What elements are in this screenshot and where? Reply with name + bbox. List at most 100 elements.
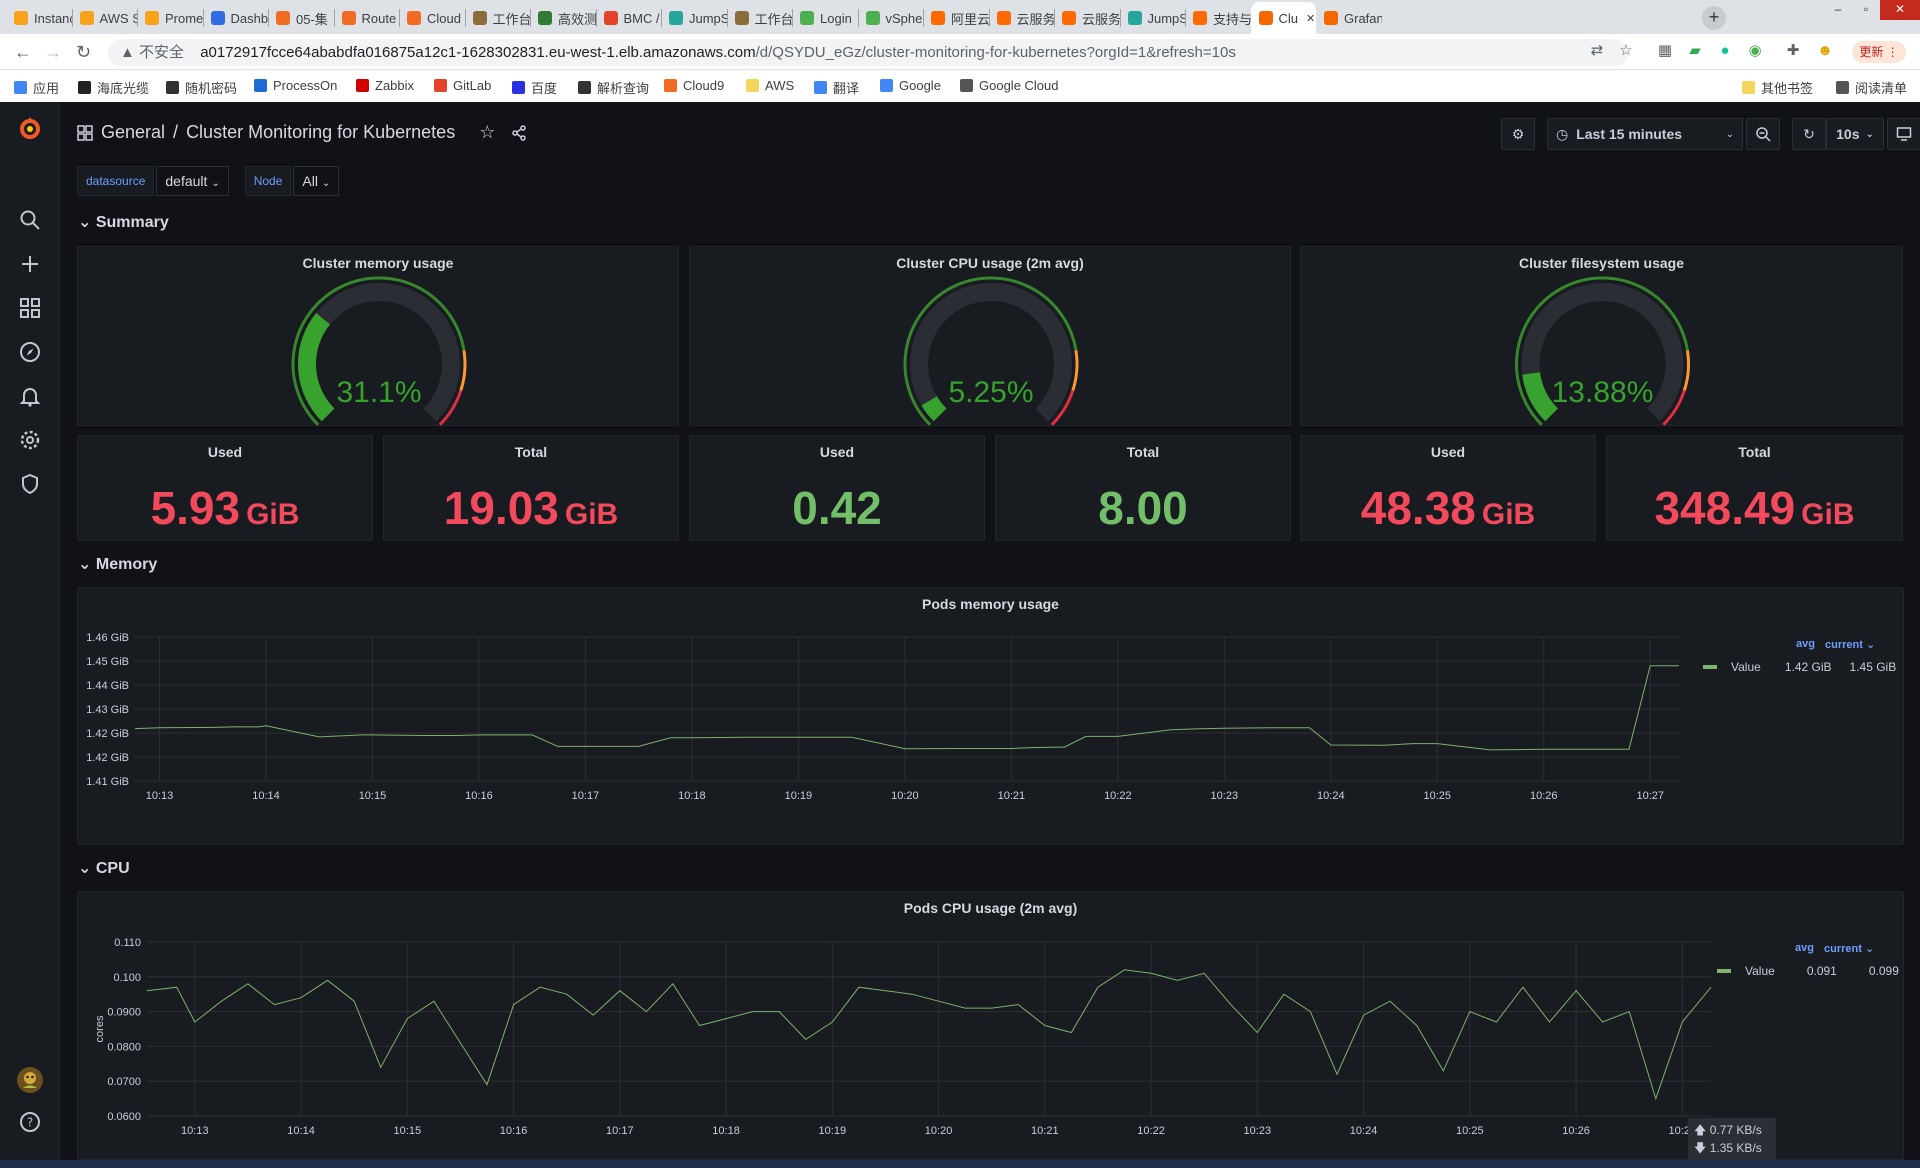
stat-panel[interactable]: Used 5.93 GiB: [77, 435, 373, 541]
configuration-gear-icon[interactable]: [18, 428, 42, 452]
bookmark-item[interactable]: AWS: [746, 78, 794, 93]
legend-header-avg[interactable]: avg: [1795, 942, 1814, 954]
breadcrumb-folder[interactable]: General: [101, 122, 166, 142]
security-warning[interactable]: ▲ 不安全: [120, 44, 185, 61]
zoom-out-button[interactable]: [1746, 118, 1780, 150]
browser-tab[interactable]: 阿里云: [923, 2, 989, 34]
bookmark-item[interactable]: 应用: [14, 78, 59, 97]
gauge-panel[interactable]: Cluster CPU usage (2m avg) 5.25%: [689, 246, 1291, 426]
bookmark-item[interactable]: Google Cloud: [960, 78, 1059, 93]
bookmark-item[interactable]: ProcessOn: [254, 78, 337, 93]
stat-panel[interactable]: Used 0.42: [689, 435, 985, 541]
node-select[interactable]: All ⌄: [293, 166, 340, 196]
bookmark-label: 解析查询: [597, 81, 650, 96]
bookmark-item[interactable]: Cloud9: [664, 78, 724, 93]
bookmark-item[interactable]: GitLab: [434, 78, 491, 93]
browser-tab[interactable]: Prome: [137, 2, 203, 34]
stat-panel[interactable]: Used 48.38 GiB: [1300, 435, 1596, 541]
minimize-button[interactable]: –: [1834, 2, 1842, 16]
browser-tab[interactable]: JumpS: [661, 2, 727, 34]
extensions-puzzle-icon[interactable]: ✚: [1786, 42, 1800, 59]
browser-tab[interactable]: Grafan: [1316, 2, 1382, 34]
browser-tab[interactable]: 支持与: [1185, 2, 1251, 34]
grafana-logo-icon[interactable]: [16, 114, 44, 142]
row-summary[interactable]: ⌄ Summary: [78, 212, 169, 232]
refresh-interval-picker[interactable]: 10s ⌄: [1826, 118, 1884, 150]
grammarly-icon[interactable]: ●: [1720, 42, 1730, 59]
graph-panel-memory[interactable]: Pods memory usage 1.46 GiB 1.45 GiB 1.44 G…: [77, 587, 1904, 845]
legend-header-current[interactable]: current ⌄: [1825, 639, 1876, 651]
browser-tab[interactable]: 工作台: [465, 2, 530, 34]
bookmark-item[interactable]: 翻译: [814, 78, 859, 97]
browser-tab[interactable]: Cloud: [399, 2, 465, 34]
graph-panel-cpu[interactable]: Pods CPU usage (2m avg) 0.110 0.100 0.0900…: [77, 891, 1904, 1160]
browser-tab[interactable]: 云服务: [989, 2, 1054, 34]
help-icon[interactable]: ?: [18, 1110, 42, 1134]
user-avatar[interactable]: [16, 1066, 44, 1094]
page-title[interactable]: Cluster Monitoring for Kubernetes: [186, 122, 456, 142]
translate-icon[interactable]: ⇄: [1590, 42, 1604, 59]
browser-tab[interactable]: 05-集: [268, 2, 334, 34]
profile-icon[interactable]: ☻: [1817, 42, 1833, 59]
search-icon[interactable]: [18, 208, 42, 232]
stat-panel[interactable]: Total 8.00: [995, 435, 1291, 541]
back-icon[interactable]: ←: [14, 42, 32, 62]
browser-tab[interactable]: Route: [334, 2, 400, 34]
dashboard-settings-button[interactable]: ⚙: [1501, 118, 1535, 150]
url-input[interactable]: ▲ 不安全 a0172917fcce64ababdfa016875a12c1-1…: [108, 39, 1628, 66]
browser-tab[interactable]: Login: [792, 2, 858, 34]
maximize-button[interactable]: ▫: [1863, 2, 1869, 16]
star-icon[interactable]: ☆: [479, 122, 496, 142]
create-plus-icon[interactable]: [18, 252, 42, 276]
bookmark-item[interactable]: Google: [880, 78, 941, 93]
refresh-button[interactable]: ↻: [1792, 118, 1826, 150]
chevron-down-icon: ⌄: [1725, 128, 1734, 140]
bookmark-item[interactable]: 阅读清单: [1836, 78, 1907, 97]
row-cpu[interactable]: ⌄ CPU: [78, 858, 130, 878]
bookmark-star-icon[interactable]: ☆: [1619, 42, 1633, 59]
gauge-panel[interactable]: Cluster filesystem usage 13.88%: [1300, 246, 1903, 426]
bookmark-item[interactable]: Zabbix: [356, 78, 414, 93]
browser-tab[interactable]: AWS S: [72, 2, 137, 34]
datasource-select[interactable]: default ⌄: [156, 166, 229, 196]
bookmark-item[interactable]: 百度: [512, 78, 557, 97]
browser-tab[interactable]: 工作台: [727, 2, 792, 34]
qr-icon[interactable]: ▦: [1657, 42, 1673, 59]
bookmark-item[interactable]: 随机密码: [166, 78, 237, 97]
extension-flag-icon[interactable]: ▰: [1689, 42, 1701, 59]
legend-row[interactable]: Value 0.091 0.099: [1717, 964, 1899, 978]
alerting-bell-icon[interactable]: [18, 384, 42, 408]
browser-tab[interactable]: JumpS: [1120, 2, 1185, 34]
legend-header-current[interactable]: current ⌄: [1824, 943, 1875, 955]
browser-tab[interactable]: vSpher: [858, 2, 923, 34]
server-admin-shield-icon[interactable]: [18, 472, 42, 496]
bookmark-item[interactable]: 海底光缆: [78, 78, 149, 97]
extension-icon[interactable]: ◉: [1748, 42, 1762, 59]
legend-header-avg[interactable]: avg: [1796, 638, 1815, 650]
close-window-button[interactable]: ✕: [1880, 0, 1920, 20]
update-button[interactable]: 更新 ⋮: [1852, 41, 1906, 63]
bookmark-item[interactable]: 其他书签: [1742, 78, 1813, 97]
reload-icon[interactable]: ↻: [76, 42, 92, 62]
legend-row[interactable]: Value 1.42 GiB 1.45 GiB: [1703, 660, 1896, 674]
close-tab-icon[interactable]: ✕: [1306, 12, 1316, 25]
browser-tab[interactable]: 云服务: [1054, 2, 1120, 34]
forward-icon[interactable]: →: [44, 42, 62, 62]
new-tab-button[interactable]: +: [1702, 6, 1726, 30]
row-memory[interactable]: ⌄ Memory: [78, 554, 157, 574]
dashboards-icon[interactable]: [18, 296, 42, 320]
tv-mode-button[interactable]: [1887, 118, 1920, 150]
browser-tab[interactable]: Clu ✕: [1250, 2, 1316, 34]
tab-favicon-icon: [276, 11, 290, 25]
browser-tab[interactable]: 高效测: [530, 2, 596, 34]
browser-tab[interactable]: BMC /: [596, 2, 662, 34]
stat-panel[interactable]: Total 348.49 GiB: [1606, 435, 1903, 541]
explore-compass-icon[interactable]: [18, 340, 42, 364]
share-icon[interactable]: [511, 124, 527, 141]
browser-tab[interactable]: Dashb: [203, 2, 268, 34]
gauge-panel[interactable]: Cluster memory usage 31.1%: [77, 246, 679, 426]
browser-tab[interactable]: Instanc: [6, 2, 72, 34]
time-range-picker[interactable]: ◷ Last 15 minutes ⌄: [1547, 118, 1743, 150]
bookmark-item[interactable]: 解析查询: [578, 78, 649, 97]
stat-panel[interactable]: Total 19.03 GiB: [383, 435, 679, 541]
